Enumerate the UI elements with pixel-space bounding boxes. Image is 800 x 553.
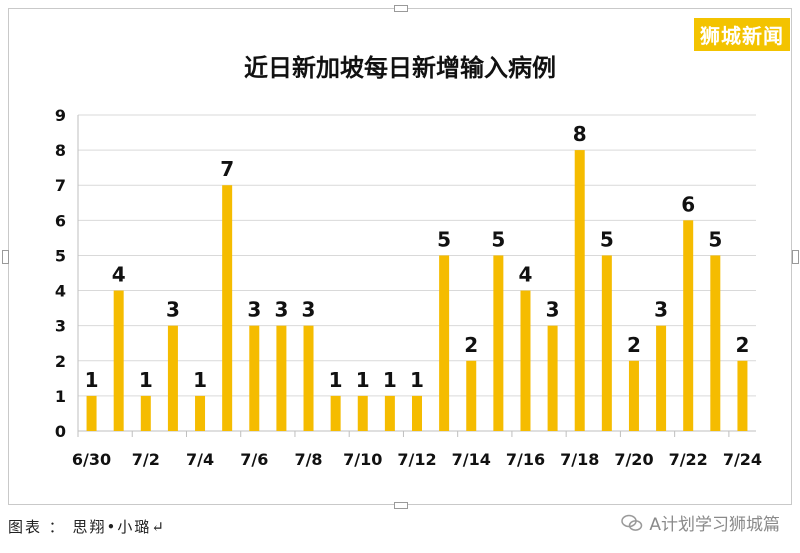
brand-badge: 狮城新闻: [694, 18, 790, 51]
data-label: 3: [166, 298, 180, 322]
data-label: 2: [735, 333, 749, 357]
data-label: 1: [139, 368, 153, 392]
bar: [113, 290, 124, 431]
y-tick-label: 5: [55, 246, 66, 265]
data-label: 1: [356, 368, 370, 392]
y-tick-label: 0: [55, 422, 66, 441]
bar: [167, 325, 178, 431]
data-label: 3: [654, 298, 668, 322]
x-tick-label: 7/12: [397, 450, 436, 469]
bar: [520, 290, 531, 431]
bar: [574, 150, 585, 431]
data-label: 1: [193, 368, 207, 392]
y-tick-label: 7: [55, 176, 66, 195]
bar: [330, 395, 341, 431]
bar: [249, 325, 260, 431]
bar: [86, 395, 97, 431]
data-label: 1: [85, 368, 99, 392]
data-label: 1: [329, 368, 343, 392]
x-tick-label: 6/30: [72, 450, 111, 469]
bar: [195, 395, 206, 431]
data-label: 3: [302, 298, 316, 322]
figure-caption: 图表 ： 思翔•小璐↵: [8, 518, 166, 536]
bar: [140, 395, 151, 431]
y-tick-label: 8: [55, 141, 66, 160]
bar: [656, 325, 667, 431]
data-label: 1: [383, 368, 397, 392]
bar: [276, 325, 287, 431]
bar: [384, 395, 395, 431]
data-label: 7: [220, 157, 234, 181]
bar: [466, 360, 477, 431]
data-label: 5: [708, 227, 722, 251]
resize-handle-left[interactable]: [2, 250, 9, 264]
data-label: 1: [410, 368, 424, 392]
resize-handle-bottom[interactable]: [394, 502, 408, 509]
y-tick-label: 2: [55, 352, 66, 371]
x-tick-label: 7/16: [506, 450, 545, 469]
x-tick-label: 7/24: [723, 450, 762, 469]
data-label: 2: [464, 333, 478, 357]
bar: [222, 185, 233, 431]
x-tick-label: 7/18: [560, 450, 599, 469]
y-tick-label: 6: [55, 211, 66, 230]
x-tick-label: 7/14: [452, 450, 491, 469]
data-label: 2: [627, 333, 641, 357]
bar: [683, 220, 694, 431]
bar: [710, 255, 721, 431]
watermark: A计划学习狮城篇: [621, 510, 780, 535]
resize-handle-right[interactable]: [792, 250, 799, 264]
data-label: 4: [112, 263, 126, 287]
x-tick-label: 7/8: [294, 450, 322, 469]
x-tick-label: 7/6: [240, 450, 268, 469]
x-tick-label: 7/2: [132, 450, 160, 469]
data-label: 3: [247, 298, 261, 322]
x-tick-label: 7/10: [343, 450, 382, 469]
y-tick-label: 9: [55, 106, 66, 125]
y-tick-label: 4: [55, 282, 66, 301]
data-label: 5: [437, 227, 451, 251]
bar: [303, 325, 314, 431]
data-label: 8: [573, 122, 587, 146]
bar: [737, 360, 748, 431]
wechat-icon: [621, 514, 643, 531]
data-label: 6: [681, 192, 695, 216]
data-label: 3: [546, 298, 560, 322]
y-tick-label: 3: [55, 317, 66, 336]
x-tick-label: 7/20: [614, 450, 653, 469]
bar: [628, 360, 639, 431]
bar: [547, 325, 558, 431]
chart-title: 近日新加坡每日新增输入病例: [244, 54, 556, 82]
bar: [357, 395, 368, 431]
bar: [439, 255, 450, 431]
data-label: 5: [600, 227, 614, 251]
y-tick-label: 1: [55, 387, 66, 406]
data-label: 4: [519, 263, 533, 287]
bar: [601, 255, 612, 431]
data-label: 3: [274, 298, 288, 322]
bar: [412, 395, 422, 431]
bar: [493, 255, 504, 431]
watermark-text: A计划学习狮城篇: [649, 515, 780, 535]
x-tick-label: 7/22: [669, 450, 708, 469]
resize-handle-top[interactable]: [394, 5, 408, 12]
x-tick-label: 7/4: [186, 450, 214, 469]
data-label: 5: [491, 227, 505, 251]
